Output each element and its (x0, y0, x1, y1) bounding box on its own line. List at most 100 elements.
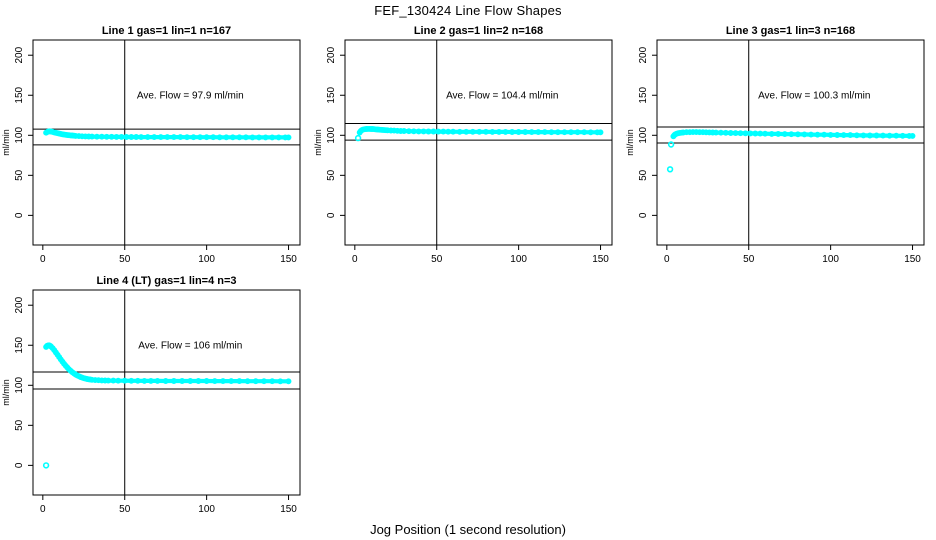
data-point (853, 132, 860, 139)
outlier-point (667, 141, 675, 148)
x-tick-label: 150 (592, 254, 609, 265)
data-point (496, 128, 502, 135)
panel-title: Line 1 gas=1 lin=1 n=167 (102, 25, 231, 37)
data-point (554, 129, 561, 136)
plot-box (344, 39, 613, 246)
data-point (840, 132, 847, 139)
outlier-point (666, 166, 674, 173)
data-point (397, 128, 404, 134)
data-point (906, 132, 913, 139)
y-tick-label: 50 (14, 419, 25, 431)
data-point (203, 134, 210, 141)
y-tick-label: 200 (14, 46, 25, 63)
line-flow-panel-4: Line 4 (LT) gas=1 lin=4 n=3 0 50 100 150 0 50 1… (1, 275, 301, 515)
x-tick-label: 0 (40, 254, 46, 265)
data-point (195, 378, 202, 384)
data-point (709, 129, 716, 136)
ave-flow-annotation: Ave. Flow = 104.4 ml/min (446, 90, 558, 101)
data-point (450, 128, 457, 135)
data-point (277, 378, 284, 385)
data-point (535, 129, 542, 136)
data-point (482, 128, 489, 135)
data-point (92, 377, 99, 384)
plot-box (656, 39, 925, 246)
y-tick-label: 100 (638, 127, 649, 144)
data-point (594, 129, 601, 136)
panel-title: Line 2 gas=1 lin=2 n=168 (414, 25, 543, 37)
x-tick-label: 100 (198, 254, 215, 265)
data-point (269, 134, 276, 141)
data-point (794, 131, 801, 138)
data-point (164, 134, 171, 141)
data-point (98, 377, 105, 384)
data-point (768, 130, 775, 137)
data-point (781, 131, 788, 138)
data-point (762, 130, 769, 137)
data-point (187, 378, 194, 384)
data-point (387, 127, 394, 134)
data-point (261, 378, 267, 385)
data-point (561, 129, 568, 136)
data-point (228, 378, 235, 385)
data-point (899, 132, 906, 139)
x-tick-label: 50 (431, 254, 443, 265)
panel-title: Line 3 gas=1 lin=3 n=168 (726, 25, 855, 37)
y-tick-label: 150 (14, 86, 25, 103)
y-axis-label: ml/min (1, 129, 11, 156)
data-point (548, 129, 555, 136)
data-point (197, 134, 204, 141)
x-tick-label: 150 (904, 254, 921, 265)
x-tick-label: 50 (119, 254, 131, 265)
data-point (216, 134, 223, 141)
data-point (821, 131, 828, 138)
data-point (179, 378, 186, 384)
data-point (568, 129, 574, 136)
data-point (285, 378, 292, 385)
x-tick-label: 0 (40, 504, 46, 515)
data-point (128, 377, 135, 384)
y-tick-label: 50 (326, 169, 337, 181)
plot-box (32, 39, 301, 246)
data-point (220, 378, 226, 385)
data-point (275, 134, 282, 141)
outlier-point (354, 134, 362, 142)
x-tick-label: 0 (664, 254, 670, 265)
y-tick-label: 50 (14, 169, 25, 181)
data-point (85, 133, 92, 140)
figure-title: FEF_130424 Line Flow Shapes (374, 3, 562, 18)
data-point (154, 377, 161, 384)
x-tick-label: 100 (822, 254, 839, 265)
data-point (860, 132, 867, 139)
y-tick-label: 150 (326, 86, 337, 103)
data-point (528, 129, 535, 136)
data-point (581, 129, 588, 136)
data-point (788, 131, 795, 138)
data-point (177, 134, 184, 141)
data-point (775, 130, 782, 137)
y-tick-label: 0 (638, 212, 649, 218)
line-flow-panel-1: Line 1 gas=1 lin=1 n=167 0 50 100 150 0 50 100 1… (1, 25, 301, 265)
outlier-point (42, 462, 50, 469)
data-point (456, 128, 463, 135)
data-point (229, 134, 236, 141)
y-axis-label: ml/min (313, 129, 323, 156)
data-point (115, 377, 122, 384)
y-tick-label: 200 (638, 46, 649, 63)
data-point (699, 129, 706, 136)
data-point (522, 129, 529, 135)
data-point (244, 378, 251, 385)
data-point (262, 134, 269, 141)
x-tick-label: 0 (352, 254, 358, 265)
data-point (801, 131, 808, 138)
data-point (693, 129, 700, 136)
data-point (210, 134, 217, 141)
data-point (75, 133, 82, 140)
data-point (834, 132, 841, 138)
y-tick-label: 50 (638, 169, 649, 181)
y-tick-label: 100 (14, 127, 25, 144)
data-point (597, 129, 604, 136)
x-tick-label: 100 (198, 504, 215, 515)
y-axis-label: ml/min (1, 379, 11, 406)
data-point (866, 132, 873, 139)
